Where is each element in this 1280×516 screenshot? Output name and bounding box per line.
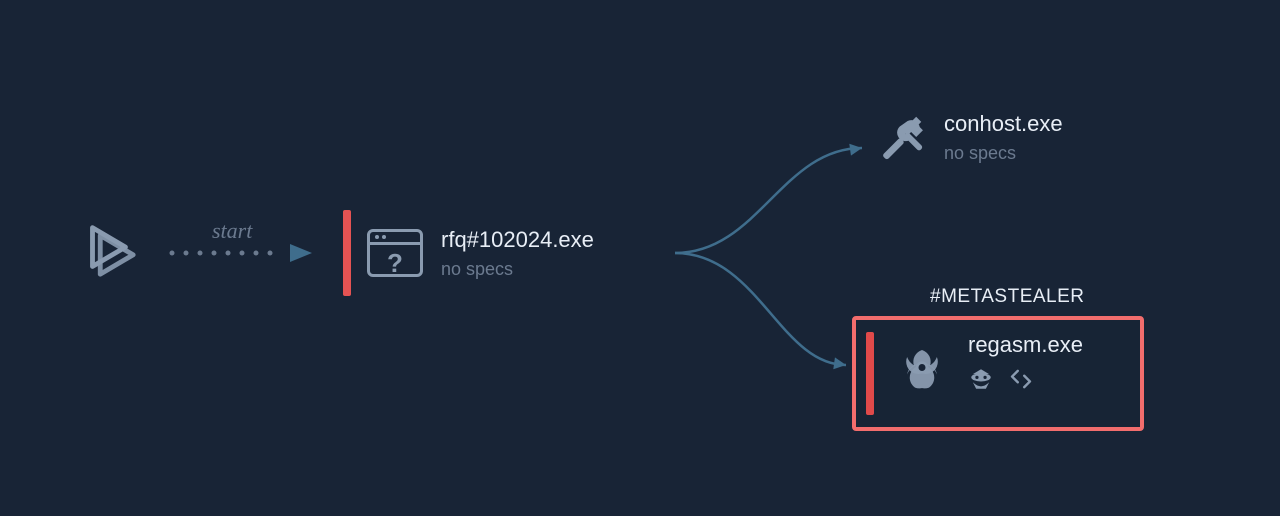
play-icon [77,218,139,280]
danger-bar [343,210,351,296]
start-label: start [212,218,252,244]
threat-tag[interactable]: #METASTEALER [930,286,1085,308]
stealer-icon [968,366,994,392]
danger-bar [866,332,874,415]
start-node[interactable] [77,218,139,280]
node-title: conhost.exe [944,111,1063,137]
node-title: rfq#102024.exe [441,227,594,253]
node-subtitle: no specs [441,259,594,280]
node-regasm[interactable]: regasm.exe [852,316,1144,431]
start-connector [170,244,313,262]
edge-layer [0,0,1280,516]
spec-icons [968,366,1083,392]
tools-icon [874,110,928,164]
node-title: regasm.exe [968,332,1083,358]
edge-root-conhost [675,148,862,253]
process-graph: start ? rfq#102024.exe no specs conhost.… [0,0,1280,516]
network-icon [1008,366,1034,392]
node-subtitle: no specs [944,143,1063,164]
edge-root-regasm [675,253,846,365]
unknown-window-icon: ? [367,229,423,277]
node-root[interactable]: ? rfq#102024.exe no specs [343,210,594,296]
biohazard-icon [894,336,950,392]
node-conhost[interactable]: conhost.exe no specs [874,110,1063,164]
